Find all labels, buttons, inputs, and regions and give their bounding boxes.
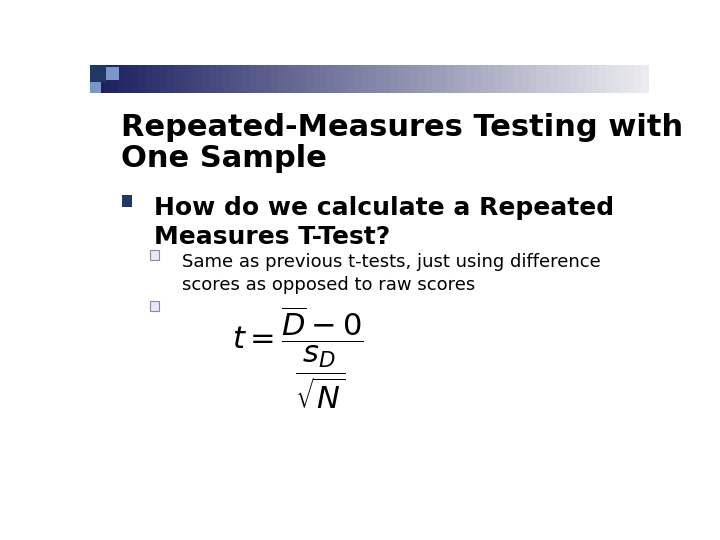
Bar bbox=[529, 65, 538, 93]
Bar bbox=[215, 65, 224, 93]
Bar bbox=[508, 65, 516, 93]
Bar bbox=[279, 65, 287, 93]
Bar bbox=[104, 65, 112, 93]
Bar bbox=[634, 65, 642, 93]
Bar bbox=[571, 65, 580, 93]
Bar bbox=[320, 65, 328, 93]
Bar bbox=[404, 65, 412, 93]
Bar bbox=[544, 65, 552, 93]
Bar bbox=[139, 65, 147, 93]
Bar bbox=[641, 65, 649, 93]
Bar bbox=[599, 65, 607, 93]
Bar bbox=[167, 65, 175, 93]
Bar bbox=[174, 65, 181, 93]
Bar bbox=[418, 65, 426, 93]
Bar bbox=[487, 65, 495, 93]
Bar bbox=[446, 65, 454, 93]
Bar bbox=[516, 65, 523, 93]
Bar bbox=[334, 65, 342, 93]
Text: Repeated-Measures Testing with: Repeated-Measures Testing with bbox=[121, 113, 683, 141]
Bar bbox=[132, 65, 140, 93]
Bar bbox=[362, 65, 370, 93]
Bar bbox=[383, 65, 391, 93]
Bar bbox=[564, 65, 572, 93]
Text: One Sample: One Sample bbox=[121, 144, 327, 173]
Bar bbox=[111, 65, 119, 93]
Bar bbox=[620, 65, 628, 93]
Bar bbox=[341, 65, 349, 93]
Bar bbox=[376, 65, 384, 93]
Text: scores as opposed to raw scores: scores as opposed to raw scores bbox=[182, 276, 475, 294]
Bar bbox=[125, 65, 133, 93]
Bar bbox=[397, 65, 405, 93]
Bar bbox=[222, 65, 230, 93]
Bar bbox=[348, 65, 356, 93]
Bar bbox=[425, 65, 433, 93]
Bar bbox=[150, 301, 159, 311]
Bar bbox=[550, 65, 559, 93]
Bar bbox=[90, 65, 98, 93]
Bar bbox=[97, 65, 105, 93]
Bar bbox=[557, 65, 565, 93]
Text: How do we calculate a Repeated: How do we calculate a Repeated bbox=[154, 196, 614, 220]
Bar bbox=[411, 65, 419, 93]
Bar bbox=[264, 65, 272, 93]
Bar bbox=[438, 65, 447, 93]
Bar bbox=[90, 65, 106, 82]
Bar bbox=[432, 65, 440, 93]
Bar bbox=[300, 65, 307, 93]
Bar bbox=[160, 65, 168, 93]
Bar bbox=[627, 65, 635, 93]
Bar bbox=[481, 65, 489, 93]
Bar bbox=[369, 65, 377, 93]
Bar bbox=[355, 65, 363, 93]
Bar bbox=[118, 65, 126, 93]
Bar bbox=[578, 65, 586, 93]
Bar bbox=[459, 65, 468, 93]
Bar bbox=[306, 65, 315, 93]
Bar bbox=[585, 65, 593, 93]
Bar bbox=[390, 65, 398, 93]
Bar bbox=[313, 65, 321, 93]
Bar bbox=[181, 65, 189, 93]
Bar bbox=[453, 65, 461, 93]
Bar bbox=[536, 65, 544, 93]
Text: Same as previous t-tests, just using difference: Same as previous t-tests, just using dif… bbox=[182, 253, 600, 271]
Bar bbox=[467, 65, 474, 93]
Bar bbox=[292, 65, 300, 93]
Bar bbox=[271, 65, 279, 93]
Text: Measures T-Test?: Measures T-Test? bbox=[154, 225, 390, 249]
Bar bbox=[613, 65, 621, 93]
Bar bbox=[106, 67, 119, 80]
Bar bbox=[202, 65, 210, 93]
Bar bbox=[285, 65, 293, 93]
Bar bbox=[230, 65, 238, 93]
Bar bbox=[474, 65, 482, 93]
Bar bbox=[236, 65, 245, 93]
Bar bbox=[145, 65, 154, 93]
Bar bbox=[523, 65, 531, 93]
Bar bbox=[150, 250, 159, 260]
Bar bbox=[153, 65, 161, 93]
Bar bbox=[495, 65, 503, 93]
Text: $t = \dfrac{\overline{D}-0}{\dfrac{s_D}{\sqrt{N}}}$: $t = \dfrac{\overline{D}-0}{\dfrac{s_D}{… bbox=[233, 305, 364, 411]
Bar bbox=[188, 65, 196, 93]
Bar bbox=[502, 65, 510, 93]
Bar bbox=[327, 65, 336, 93]
Bar bbox=[258, 65, 266, 93]
Bar bbox=[122, 195, 132, 207]
Bar bbox=[243, 65, 251, 93]
Bar bbox=[209, 65, 217, 93]
Bar bbox=[251, 65, 258, 93]
Bar bbox=[593, 65, 600, 93]
Bar bbox=[194, 65, 203, 93]
Bar bbox=[90, 82, 101, 93]
Bar bbox=[606, 65, 614, 93]
